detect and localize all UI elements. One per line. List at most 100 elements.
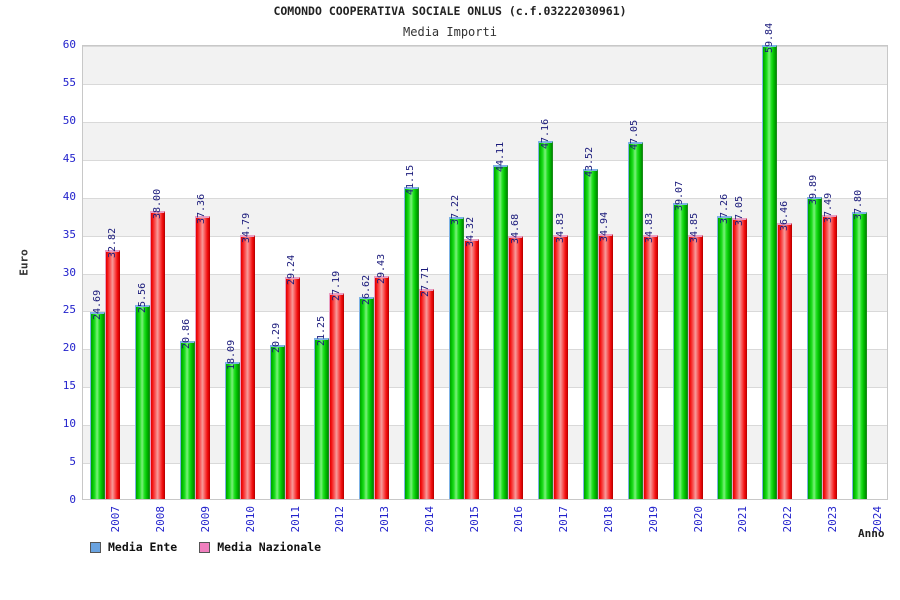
y-tick-label: 0: [69, 493, 76, 506]
chart-title: COMONDO COOPERATIVA SOCIALE ONLUS (c.f.0…: [273, 4, 627, 18]
background-band: [83, 197, 887, 236]
legend-item-media-ente[interactable]: Media Ente: [90, 540, 177, 554]
background-band: [83, 425, 887, 464]
bar-value-label: 27.19: [330, 270, 342, 301]
bar-value-label: 34.32: [465, 216, 477, 247]
x-axis-title: Anno: [858, 527, 885, 540]
bar-value-label: 44.11: [494, 142, 506, 173]
legend-swatch-icon: [199, 541, 211, 553]
bar-value-label: 18.09: [226, 339, 238, 370]
gridline: [83, 425, 887, 427]
bar-value-label: 37.22: [450, 194, 462, 225]
bar-value-label: 39.89: [808, 174, 820, 205]
bar-media-nazionale-2007[interactable]: [105, 250, 121, 499]
bar-value-label: 37.26: [718, 194, 730, 225]
x-tick-label-2012: 2012: [333, 506, 347, 533]
bar-media-nazionale-2012[interactable]: [329, 292, 345, 499]
y-axis-title: Euro: [17, 249, 31, 276]
bar-media-nazionale-2019[interactable]: [642, 234, 658, 499]
bar-value-label: 34.83: [554, 212, 566, 243]
bar-media-nazionale-2018[interactable]: [597, 234, 613, 499]
y-tick-label: 30: [62, 265, 76, 279]
gridline: [83, 83, 887, 85]
x-tick-label-2008: 2008: [154, 506, 168, 533]
bar-media-ente-2016[interactable]: [493, 164, 509, 499]
bar-media-ente-2009[interactable]: [179, 340, 195, 499]
bar-media-ente-2010[interactable]: [224, 361, 240, 499]
bar-media-nazionale-2008[interactable]: [150, 210, 166, 499]
gridline: [83, 349, 887, 351]
legend-item-media-nazionale[interactable]: Media Nazionale: [199, 540, 321, 554]
bar-value-label: 37.80: [853, 190, 865, 221]
bar-media-nazionale-2020[interactable]: [687, 234, 703, 499]
legend-swatch-icon: [90, 541, 101, 553]
bar-media-nazionale-2017[interactable]: [553, 234, 569, 499]
bar-value-label: 25.56: [136, 283, 148, 314]
x-tick-label-2021: 2021: [736, 506, 750, 533]
bar-value-label: 26.62: [360, 275, 372, 306]
bar-media-nazionale-2016[interactable]: [508, 236, 524, 499]
gridline: [83, 46, 887, 47]
bar-media-ente-2021[interactable]: [717, 216, 733, 499]
x-tick-label-2007: 2007: [109, 506, 123, 533]
bar-media-ente-2017[interactable]: [538, 141, 554, 499]
bar-media-nazionale-2009[interactable]: [194, 215, 210, 499]
bar-value-label: 34.85: [689, 212, 700, 243]
bar-media-ente-2022[interactable]: [762, 45, 778, 499]
bar-media-ente-2020[interactable]: [672, 202, 688, 499]
x-tick-label-2009: 2009: [198, 506, 212, 533]
x-tick-label-2010: 2010: [243, 506, 257, 533]
chart-subtitle: Media Importi: [403, 25, 497, 39]
x-tick-label-2017: 2017: [557, 506, 571, 533]
bar-media-ente-2014[interactable]: [403, 186, 419, 499]
bar-media-ente-2007[interactable]: [90, 311, 106, 499]
y-axis-ticks: 0 5 10 15 20 25 30 35 40 45 50 55 60: [36, 38, 76, 506]
x-tick-label-2016: 2016: [512, 506, 526, 533]
bar-media-nazionale-2014[interactable]: [418, 288, 434, 499]
bar-media-ente-2012[interactable]: [314, 337, 330, 499]
y-tick-label: 55: [62, 75, 76, 89]
plot-area: 24.69 25.56 20.86 18.09 20.29 21.25 26.62 41.15…: [82, 23, 888, 500]
bar-value-label: 38.00: [151, 188, 163, 219]
x-tick-label-2020: 2020: [691, 506, 705, 533]
bar-value-label: 37.05: [733, 195, 745, 227]
x-tick-label-2013: 2013: [378, 506, 392, 533]
bar-media-ente-2011[interactable]: [269, 345, 285, 499]
y-tick-label: 35: [62, 227, 76, 241]
gridline: [83, 235, 887, 237]
bar-media-ente-2019[interactable]: [627, 142, 643, 499]
bar-value-label: 37.36: [196, 193, 208, 224]
bar-media-nazionale-2021[interactable]: [732, 218, 748, 499]
bar-media-ente-2024[interactable]: [851, 212, 867, 499]
bar-media-nazionale-2013[interactable]: [374, 275, 390, 499]
gridline: [83, 311, 887, 313]
bar-value-label: 29.24: [286, 255, 297, 286]
bar-media-ente-2013[interactable]: [359, 297, 375, 499]
bar-media-ente-2008[interactable]: [135, 305, 151, 499]
bar-value-label: 37.49: [823, 192, 835, 223]
bar-media-nazionale-2015[interactable]: [463, 238, 479, 499]
bar-media-ente-2015[interactable]: [448, 216, 464, 499]
bar-value-label: 59.84: [763, 23, 775, 54]
bar-value-label: 34.68: [509, 213, 521, 244]
bar-media-ente-2023[interactable]: [806, 196, 822, 499]
bar-value-label: 41.15: [405, 164, 417, 195]
background-band: [83, 273, 887, 312]
bar-media-nazionale-2022[interactable]: [777, 222, 793, 499]
gridline: [83, 121, 887, 123]
legend-label: Media Ente: [108, 540, 178, 554]
bar-value-label: 36.46: [778, 200, 790, 231]
y-tick-label: 25: [62, 303, 76, 317]
y-tick-label: 50: [62, 113, 76, 127]
legend: Media Ente Media Nazionale: [90, 540, 321, 554]
bar-media-nazionale-2023[interactable]: [821, 214, 837, 499]
x-tick-label-2018: 2018: [601, 506, 615, 533]
bar-media-ente-2018[interactable]: [582, 168, 598, 499]
y-tick-label: 15: [62, 379, 76, 393]
background-band: [83, 121, 887, 160]
bar-media-nazionale-2010[interactable]: [239, 235, 255, 499]
bar-media-nazionale-2011[interactable]: [284, 277, 300, 499]
background-band: [83, 349, 887, 388]
bar-value-label: 32.82: [106, 228, 118, 259]
